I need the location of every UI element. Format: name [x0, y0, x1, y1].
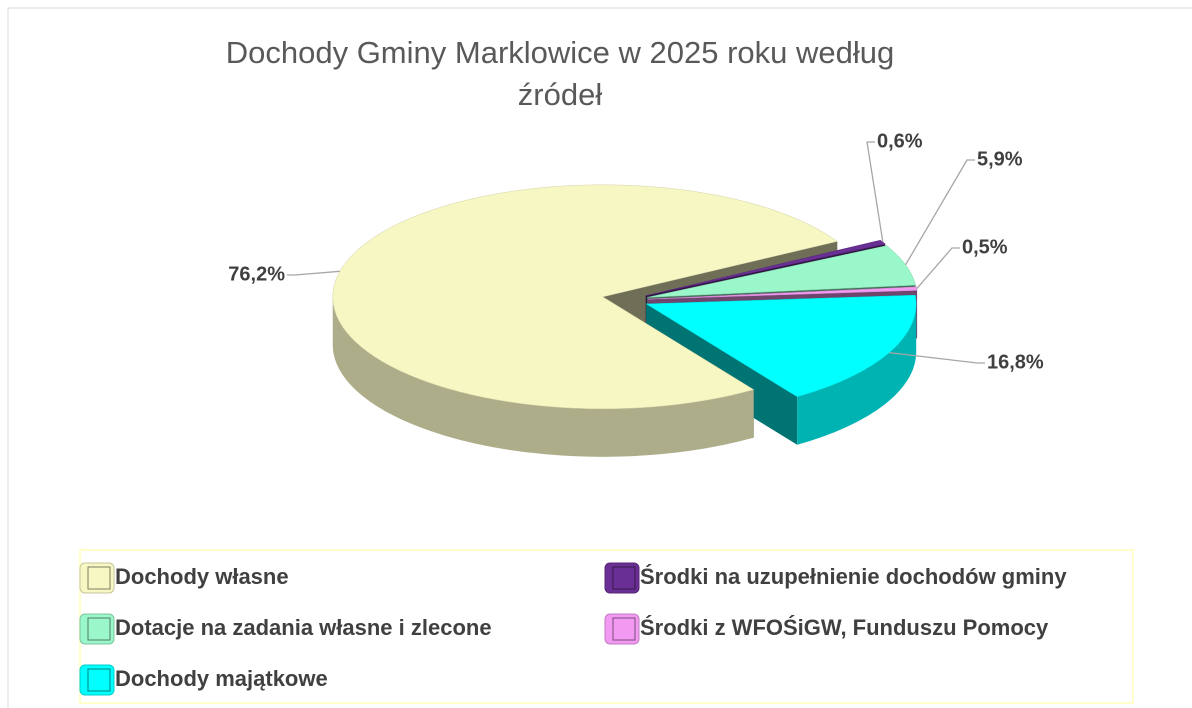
legend-label: Środki z WFOŚiGW, Funduszu Pomocy [640, 615, 1049, 640]
legend-swatch-inner [87, 566, 111, 590]
legend-swatch-inner [612, 617, 636, 641]
data-label: 5,9% [977, 148, 1023, 170]
data-label: 0,6% [877, 130, 923, 152]
legend-swatch-inner [87, 668, 111, 692]
chart-border [7, 7, 1192, 708]
slice-side [332, 296, 754, 457]
leader-line [287, 270, 340, 276]
slice [332, 184, 838, 410]
data-label: 0,5% [962, 236, 1008, 258]
legend-swatch-inner [612, 566, 636, 590]
slice [647, 286, 918, 300]
legend-label: Dotacje na zadania własne i zlecone [115, 615, 492, 640]
legend-label: Dochody własne [115, 564, 289, 589]
data-label: 16,8% [987, 351, 1044, 373]
chart-title: Dochody Gminy Marklowice w 2025 roku wed… [225, 35, 895, 112]
leader-line [905, 159, 975, 266]
legend-swatch-inner [87, 617, 111, 641]
slice [645, 294, 917, 398]
legend-label: Środki na uzupełnienie dochodów gminy [640, 564, 1067, 589]
leader-line [866, 141, 884, 243]
leader-line [916, 247, 960, 290]
data-label: 76,2% [228, 263, 285, 285]
leader-line [889, 351, 985, 364]
legend-label: Dochody majątkowe [115, 666, 328, 691]
